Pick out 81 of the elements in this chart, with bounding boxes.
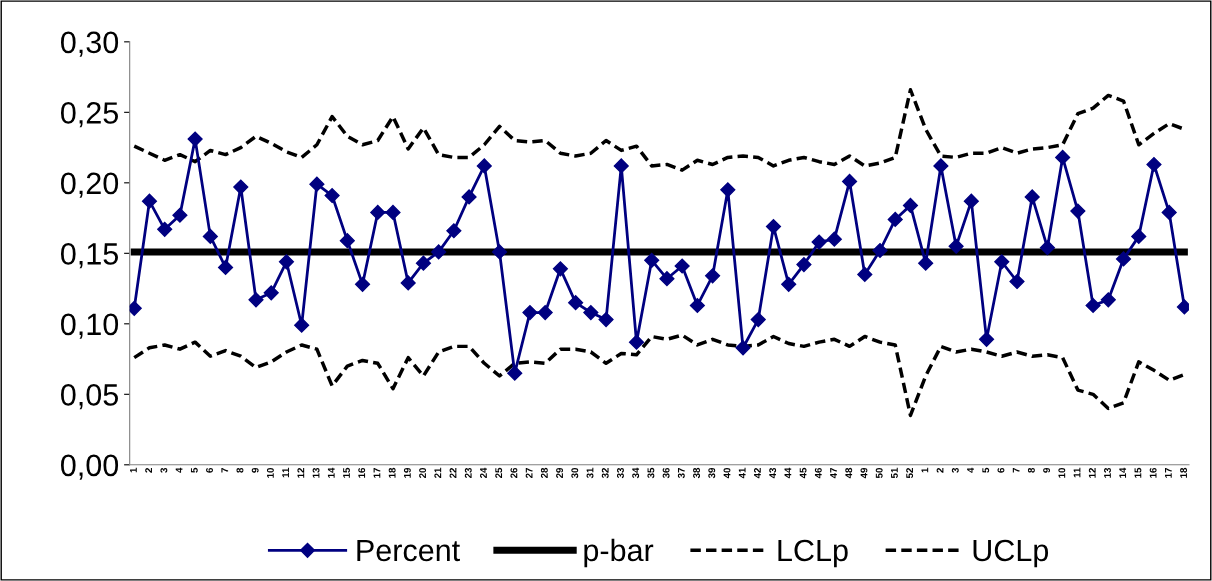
x-tick-label: 47: [830, 468, 837, 479]
x-tick-label: 48: [845, 467, 853, 479]
x-tick-label: 26: [510, 467, 518, 479]
x-tick-label: 18: [388, 467, 396, 478]
x-tick-label: 10: [266, 467, 274, 478]
x-tick-label: 12: [297, 467, 305, 478]
y-tick-label: 0,15: [61, 243, 118, 269]
x-tick-label: 7: [221, 468, 229, 473]
x-tick-label: 6: [206, 467, 213, 473]
x-tick-label: 31: [586, 467, 594, 479]
x-tick-label: 18: [1180, 467, 1188, 478]
x-tick-label: 15: [343, 467, 350, 478]
x-tick-label: 52: [906, 467, 914, 479]
x-tick-label: 11: [1073, 467, 1081, 478]
x-tick-label: 1: [921, 467, 929, 473]
legend-label: LCLp: [778, 539, 848, 568]
x-tick-label: 22: [449, 467, 457, 479]
x-tick-label: 3: [160, 467, 168, 473]
y-tick-label: 0,25: [61, 102, 118, 128]
x-tick-label: 9: [251, 467, 259, 473]
x-tick-label: 20: [419, 467, 427, 479]
x-tick-label: 16: [358, 467, 366, 478]
x-tick-label: 13: [312, 467, 320, 478]
x-tick-label: 19: [403, 467, 411, 478]
y-tick-label: 0,10: [61, 313, 119, 339]
x-tick-label: 24: [480, 467, 487, 479]
x-tick-label: 40: [723, 467, 731, 479]
y-tick-label: 0,20: [61, 172, 119, 198]
x-tick-label: 9: [1043, 467, 1051, 473]
x-tick-label: 45: [799, 467, 807, 479]
x-tick-label: 50: [875, 467, 883, 479]
x-tick-label: 25: [495, 467, 503, 479]
x-tick-label: 34: [632, 467, 640, 479]
x-tick-label: 4: [175, 467, 183, 473]
x-tick-label: 35: [647, 467, 655, 479]
x-tick-label: 27: [525, 468, 533, 479]
x-tick-label: 3: [951, 467, 959, 473]
x-tick-label: 37: [677, 468, 685, 479]
y-tick-label: 0,00: [61, 454, 119, 480]
x-tick-label: 8: [236, 467, 244, 473]
x-tick-label: 17: [373, 468, 381, 478]
x-tick-label: 11: [282, 467, 289, 478]
x-tick-label: 17: [1165, 468, 1172, 478]
x-tick-label: 16: [1149, 467, 1157, 478]
legend-label: Percent: [357, 539, 460, 562]
x-tick-label: 2: [936, 467, 944, 473]
x-tick-label: 8: [1027, 467, 1035, 473]
x-tick-label: 7: [1012, 468, 1020, 473]
x-tick-label: 30: [571, 467, 579, 479]
x-tick-label: 38: [693, 467, 700, 479]
x-tick-label: 6: [997, 467, 1005, 473]
x-tick-label: 49: [860, 467, 868, 479]
x-tick-label: 43: [769, 467, 777, 479]
x-tick-label: 23: [464, 467, 472, 479]
x-tick-label: 1: [130, 467, 137, 473]
x-tick-label: 51: [891, 467, 898, 479]
x-tick-label: 42: [753, 467, 761, 479]
x-tick-label: 14: [327, 467, 335, 478]
x-tick-label: 29: [556, 467, 564, 479]
x-tick-label: 46: [814, 467, 822, 479]
x-tick-label: 39: [708, 467, 716, 479]
legend-label: p-bar: [584, 538, 654, 568]
x-tick-label: 32: [601, 467, 609, 479]
x-tick-label: 10: [1058, 467, 1066, 478]
x-tick-label: 4: [967, 467, 974, 473]
y-tick-label: 0,05: [61, 384, 118, 410]
x-tick-label: 5: [982, 467, 990, 473]
x-tick-label: 15: [1134, 467, 1142, 478]
x-tick-label: 28: [540, 467, 548, 479]
x-tick-label: 36: [662, 467, 670, 479]
x-tick-label: 13: [1104, 467, 1111, 478]
x-tick-label: 33: [617, 467, 624, 479]
x-tick-label: 2: [145, 467, 152, 473]
x-tick-label: 41: [738, 467, 746, 479]
legend-label: UCLp: [973, 539, 1049, 568]
x-tick-label: 12: [1088, 467, 1096, 478]
x-tick-label: 5: [190, 467, 198, 473]
y-tick-label: 0,30: [61, 31, 119, 57]
x-tick-label: 21: [434, 467, 442, 479]
x-tick-label: 44: [784, 467, 792, 479]
x-tick-label: 14: [1119, 467, 1127, 478]
